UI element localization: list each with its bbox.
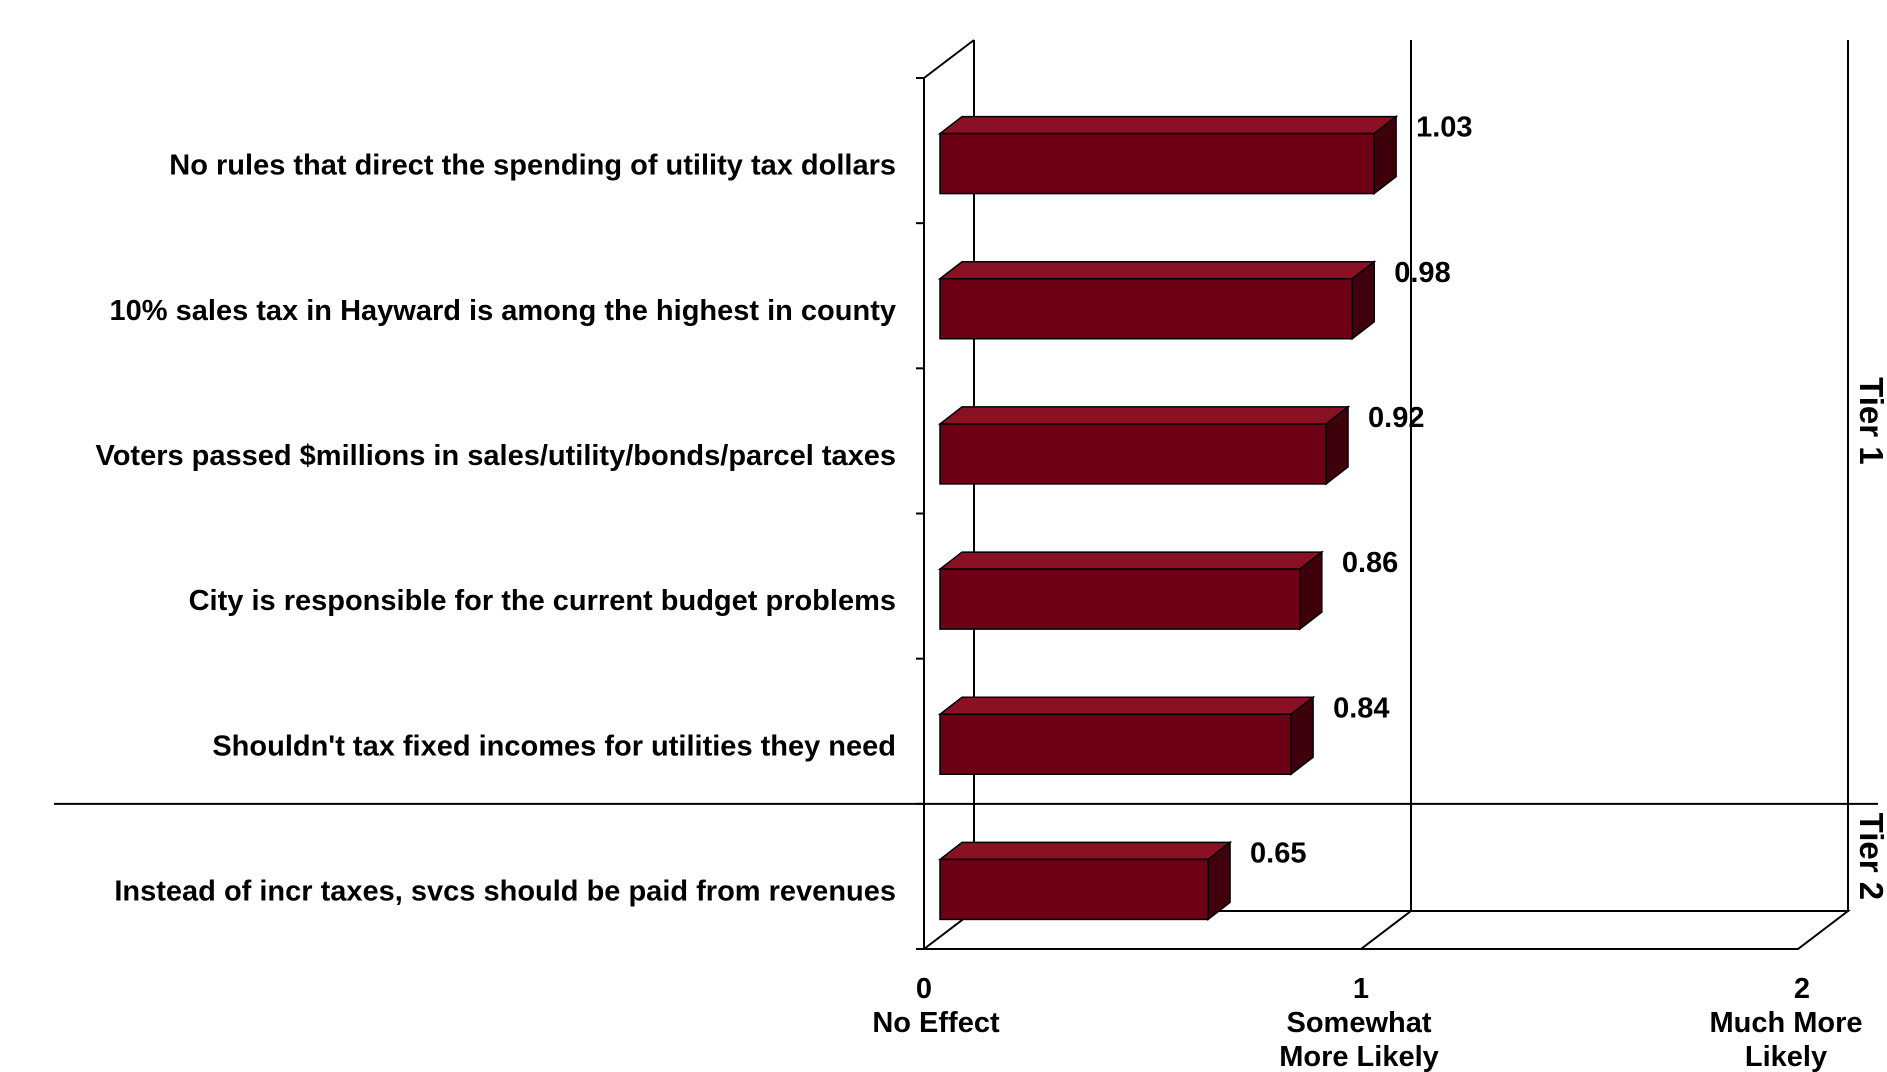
value-label-3: 0.86 — [1342, 547, 1398, 579]
bar-3 — [937, 550, 1325, 631]
chart-frame — [54, 39, 1878, 950]
bar-1 — [937, 260, 1377, 341]
x-tick-label-2-1: Likely — [1745, 1041, 1827, 1072]
value-label-5: 0.65 — [1250, 837, 1306, 869]
bar-front-1 — [939, 278, 1354, 340]
x-tick-label-0-0: No Effect — [872, 1007, 1000, 1039]
category-labels: No rules that direct the spending of uti… — [96, 150, 896, 908]
x-tick-label-1-0: Somewhat — [1286, 1007, 1431, 1039]
left-wall-top-edge — [923, 39, 975, 79]
bar-front-3 — [939, 568, 1301, 630]
category-label-1: 10% sales tax in Hayward is among the hi… — [110, 295, 896, 327]
category-label-3: City is responsible for the current budg… — [189, 585, 896, 617]
bar-top-3 — [937, 551, 1325, 570]
floor-gridline-1 — [1360, 910, 1412, 950]
bar-top-1 — [937, 261, 1377, 280]
x-tick-number-1: 1 — [1353, 973, 1369, 1005]
tier-label-2: Tier 2 — [1853, 813, 1887, 900]
bar-top-2 — [937, 406, 1351, 425]
bar-front-2 — [939, 423, 1327, 485]
bar-top-5 — [937, 841, 1233, 861]
x-tick-number-2: 2 — [1794, 973, 1810, 1005]
floor — [921, 910, 1851, 950]
x-tick-label-2-0: Much More — [1709, 1007, 1862, 1039]
bar-0 — [937, 115, 1399, 196]
x-tick-number-0: 0 — [916, 973, 932, 1005]
value-label-1: 0.98 — [1394, 257, 1450, 289]
tier-labels: Tier 1 Tier 2 — [1853, 377, 1887, 900]
category-label-5: Instead of incr taxes, svcs should be pa… — [114, 875, 896, 907]
category-label-0: No rules that direct the spending of uti… — [169, 150, 896, 182]
value-label-2: 0.92 — [1368, 402, 1424, 434]
bar-4 — [937, 695, 1316, 776]
value-label-0: 1.03 — [1416, 112, 1472, 144]
bar-5 — [937, 840, 1233, 921]
bar-top-4 — [937, 696, 1316, 715]
value-labels: 1.03 0.98 0.92 0.86 0.84 0.65 — [1250, 112, 1473, 870]
x-tick-label-1-1: More Likely — [1279, 1041, 1439, 1072]
tier-label-1: Tier 1 — [1853, 377, 1887, 464]
bar-top-0 — [937, 115, 1399, 135]
bar-front-0 — [939, 132, 1375, 195]
bar-front-5 — [939, 858, 1209, 921]
bar-front-4 — [939, 713, 1292, 775]
value-label-4: 0.84 — [1333, 692, 1389, 724]
category-label-4: Shouldn't tax fixed incomes for utilitie… — [212, 730, 896, 762]
category-label-2: Voters passed $millions in sales/utility… — [96, 440, 896, 472]
bars — [937, 115, 1399, 921]
bar-2 — [937, 405, 1351, 486]
